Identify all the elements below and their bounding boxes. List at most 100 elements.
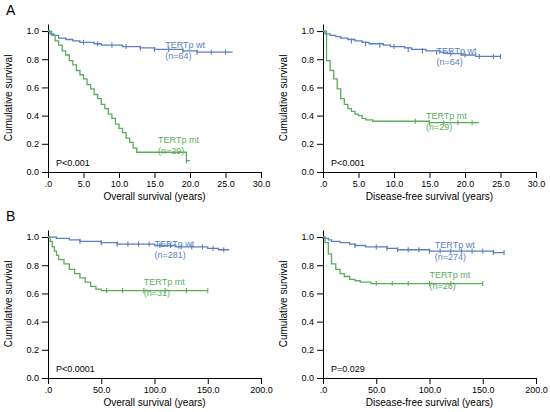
tick-mark bbox=[42, 378, 48, 379]
label-line: TERTp mt bbox=[426, 111, 467, 121]
tick-mark bbox=[501, 172, 502, 178]
survival-curve bbox=[48, 237, 208, 291]
tick-mark bbox=[42, 265, 48, 266]
panel-label: A bbox=[6, 2, 16, 18]
censor-mark bbox=[223, 247, 224, 252]
label-line: (n=26) bbox=[430, 281, 456, 291]
tick-mark bbox=[42, 237, 48, 238]
label-line: (n=274) bbox=[435, 252, 466, 262]
y-axis: 0.00.20.40.60.81.0 bbox=[301, 231, 323, 384]
tick-label: 0.6 bbox=[301, 289, 314, 299]
x-axis-title: Disease-free survival (years) bbox=[366, 397, 493, 408]
tick-label: 0.6 bbox=[26, 289, 39, 299]
y-axis: 0.00.20.40.60.81.0 bbox=[26, 25, 48, 178]
censor-mark bbox=[408, 281, 409, 286]
group-label: TERTp wt(n=64) bbox=[437, 46, 477, 67]
marks bbox=[323, 237, 504, 286]
tick-mark bbox=[42, 116, 48, 117]
censor-mark bbox=[126, 44, 127, 49]
tick: 0.2 bbox=[26, 345, 48, 355]
tick-label: 0.4 bbox=[301, 111, 314, 121]
x-axis-title: Disease-free survival (years) bbox=[366, 191, 493, 202]
tick-label: 0.0 bbox=[26, 167, 39, 177]
censor-mark bbox=[500, 54, 501, 59]
tick-label: 0.4 bbox=[26, 317, 39, 327]
tick: .0 bbox=[45, 378, 53, 395]
panel: .05.010.015.020.025.030.00.00.20.40.60.8… bbox=[3, 2, 270, 202]
censor-mark bbox=[457, 120, 458, 125]
tick-label: 1.0 bbox=[26, 232, 39, 242]
x-axis: .05.010.015.020.025.030.0 bbox=[45, 172, 271, 189]
survival-curve bbox=[48, 31, 233, 52]
tick-mark bbox=[323, 378, 324, 384]
censor-mark bbox=[354, 243, 355, 248]
tick-mark bbox=[317, 87, 323, 88]
tick-label: 20.0 bbox=[457, 179, 475, 189]
tick-label: 100.0 bbox=[419, 385, 442, 395]
group-label: TERTp mt(n=26) bbox=[430, 270, 471, 291]
tick-mark bbox=[317, 265, 323, 266]
tick-label: 0.2 bbox=[301, 139, 314, 149]
censor-mark bbox=[422, 48, 423, 53]
annotations: P<0.001TERTp wt(n=64)TERTp mt(n=29) bbox=[331, 46, 477, 168]
panel: .05.010.015.020.025.030.00.00.20.40.60.8… bbox=[278, 25, 545, 203]
survival-curve bbox=[323, 237, 483, 284]
p-value: P<0.001 bbox=[331, 158, 365, 168]
tick-mark bbox=[48, 378, 49, 384]
tick: 0.0 bbox=[301, 373, 323, 383]
censor-mark bbox=[138, 242, 139, 247]
group-label: TERTp wt(n=64) bbox=[165, 40, 205, 61]
tick-label: 0.2 bbox=[26, 345, 39, 355]
censor-mark bbox=[418, 247, 419, 252]
censor-mark bbox=[482, 281, 483, 286]
group-label: TERTp mt(n=31) bbox=[144, 277, 185, 298]
tick: 0.2 bbox=[301, 345, 323, 355]
tick: 0.8 bbox=[301, 55, 323, 65]
censor-mark bbox=[365, 41, 366, 46]
tick: 10.0 bbox=[111, 172, 129, 189]
censor-mark bbox=[482, 249, 483, 254]
label-line: (n=64) bbox=[437, 57, 463, 67]
tick-mark bbox=[323, 172, 324, 178]
annotations: P<0.0001TERTp wt(n=281)TERTp mt(n=31) bbox=[56, 239, 195, 374]
marks bbox=[48, 31, 233, 163]
censor-mark bbox=[376, 244, 377, 249]
tick: 1.0 bbox=[301, 26, 323, 36]
tick: 30.0 bbox=[528, 172, 546, 189]
tick: 20.0 bbox=[457, 172, 475, 189]
y-axis: 0.00.20.40.60.81.0 bbox=[26, 231, 48, 384]
censor-mark bbox=[186, 288, 187, 293]
tick: 200.0 bbox=[525, 378, 548, 395]
censor-mark bbox=[397, 247, 398, 252]
censor-mark bbox=[207, 288, 208, 293]
censor-mark bbox=[472, 120, 473, 125]
group-label: TERTp wt(n=274) bbox=[435, 240, 475, 261]
label-line: TERTp mt bbox=[430, 270, 471, 280]
y-axis-title: Cumulative survival bbox=[3, 55, 14, 142]
censor-mark bbox=[186, 158, 187, 163]
tick-label: 0.2 bbox=[301, 345, 314, 355]
tick: 100.0 bbox=[419, 378, 442, 395]
axis-line bbox=[323, 231, 324, 379]
tick-mark bbox=[430, 378, 431, 384]
plot-area: .05.010.015.020.025.030.00.00.20.40.60.8… bbox=[278, 25, 545, 203]
label-line: (n=281) bbox=[155, 250, 186, 260]
tick-mark bbox=[536, 172, 537, 178]
tick-label: 0.8 bbox=[301, 261, 314, 271]
tick: 20.0 bbox=[182, 172, 200, 189]
tick: 25.0 bbox=[217, 172, 235, 189]
tick-label: 0.8 bbox=[26, 55, 39, 65]
group-label: TERTp mt(n=29) bbox=[158, 135, 199, 156]
tick-label: .0 bbox=[320, 385, 328, 395]
tick: 0.0 bbox=[26, 373, 48, 383]
tick-label: 15.0 bbox=[146, 179, 164, 189]
tick-label: 5.0 bbox=[353, 179, 366, 189]
tick-mark bbox=[317, 350, 323, 351]
annotations: P<0.001TERTp wt(n=64)TERTp mt(n=29) bbox=[56, 40, 205, 168]
censor-mark bbox=[202, 244, 203, 249]
censor-mark bbox=[376, 281, 377, 286]
tick-mark bbox=[42, 87, 48, 88]
survival-curve bbox=[323, 237, 504, 253]
tick-mark bbox=[208, 378, 209, 384]
marks bbox=[48, 237, 229, 293]
